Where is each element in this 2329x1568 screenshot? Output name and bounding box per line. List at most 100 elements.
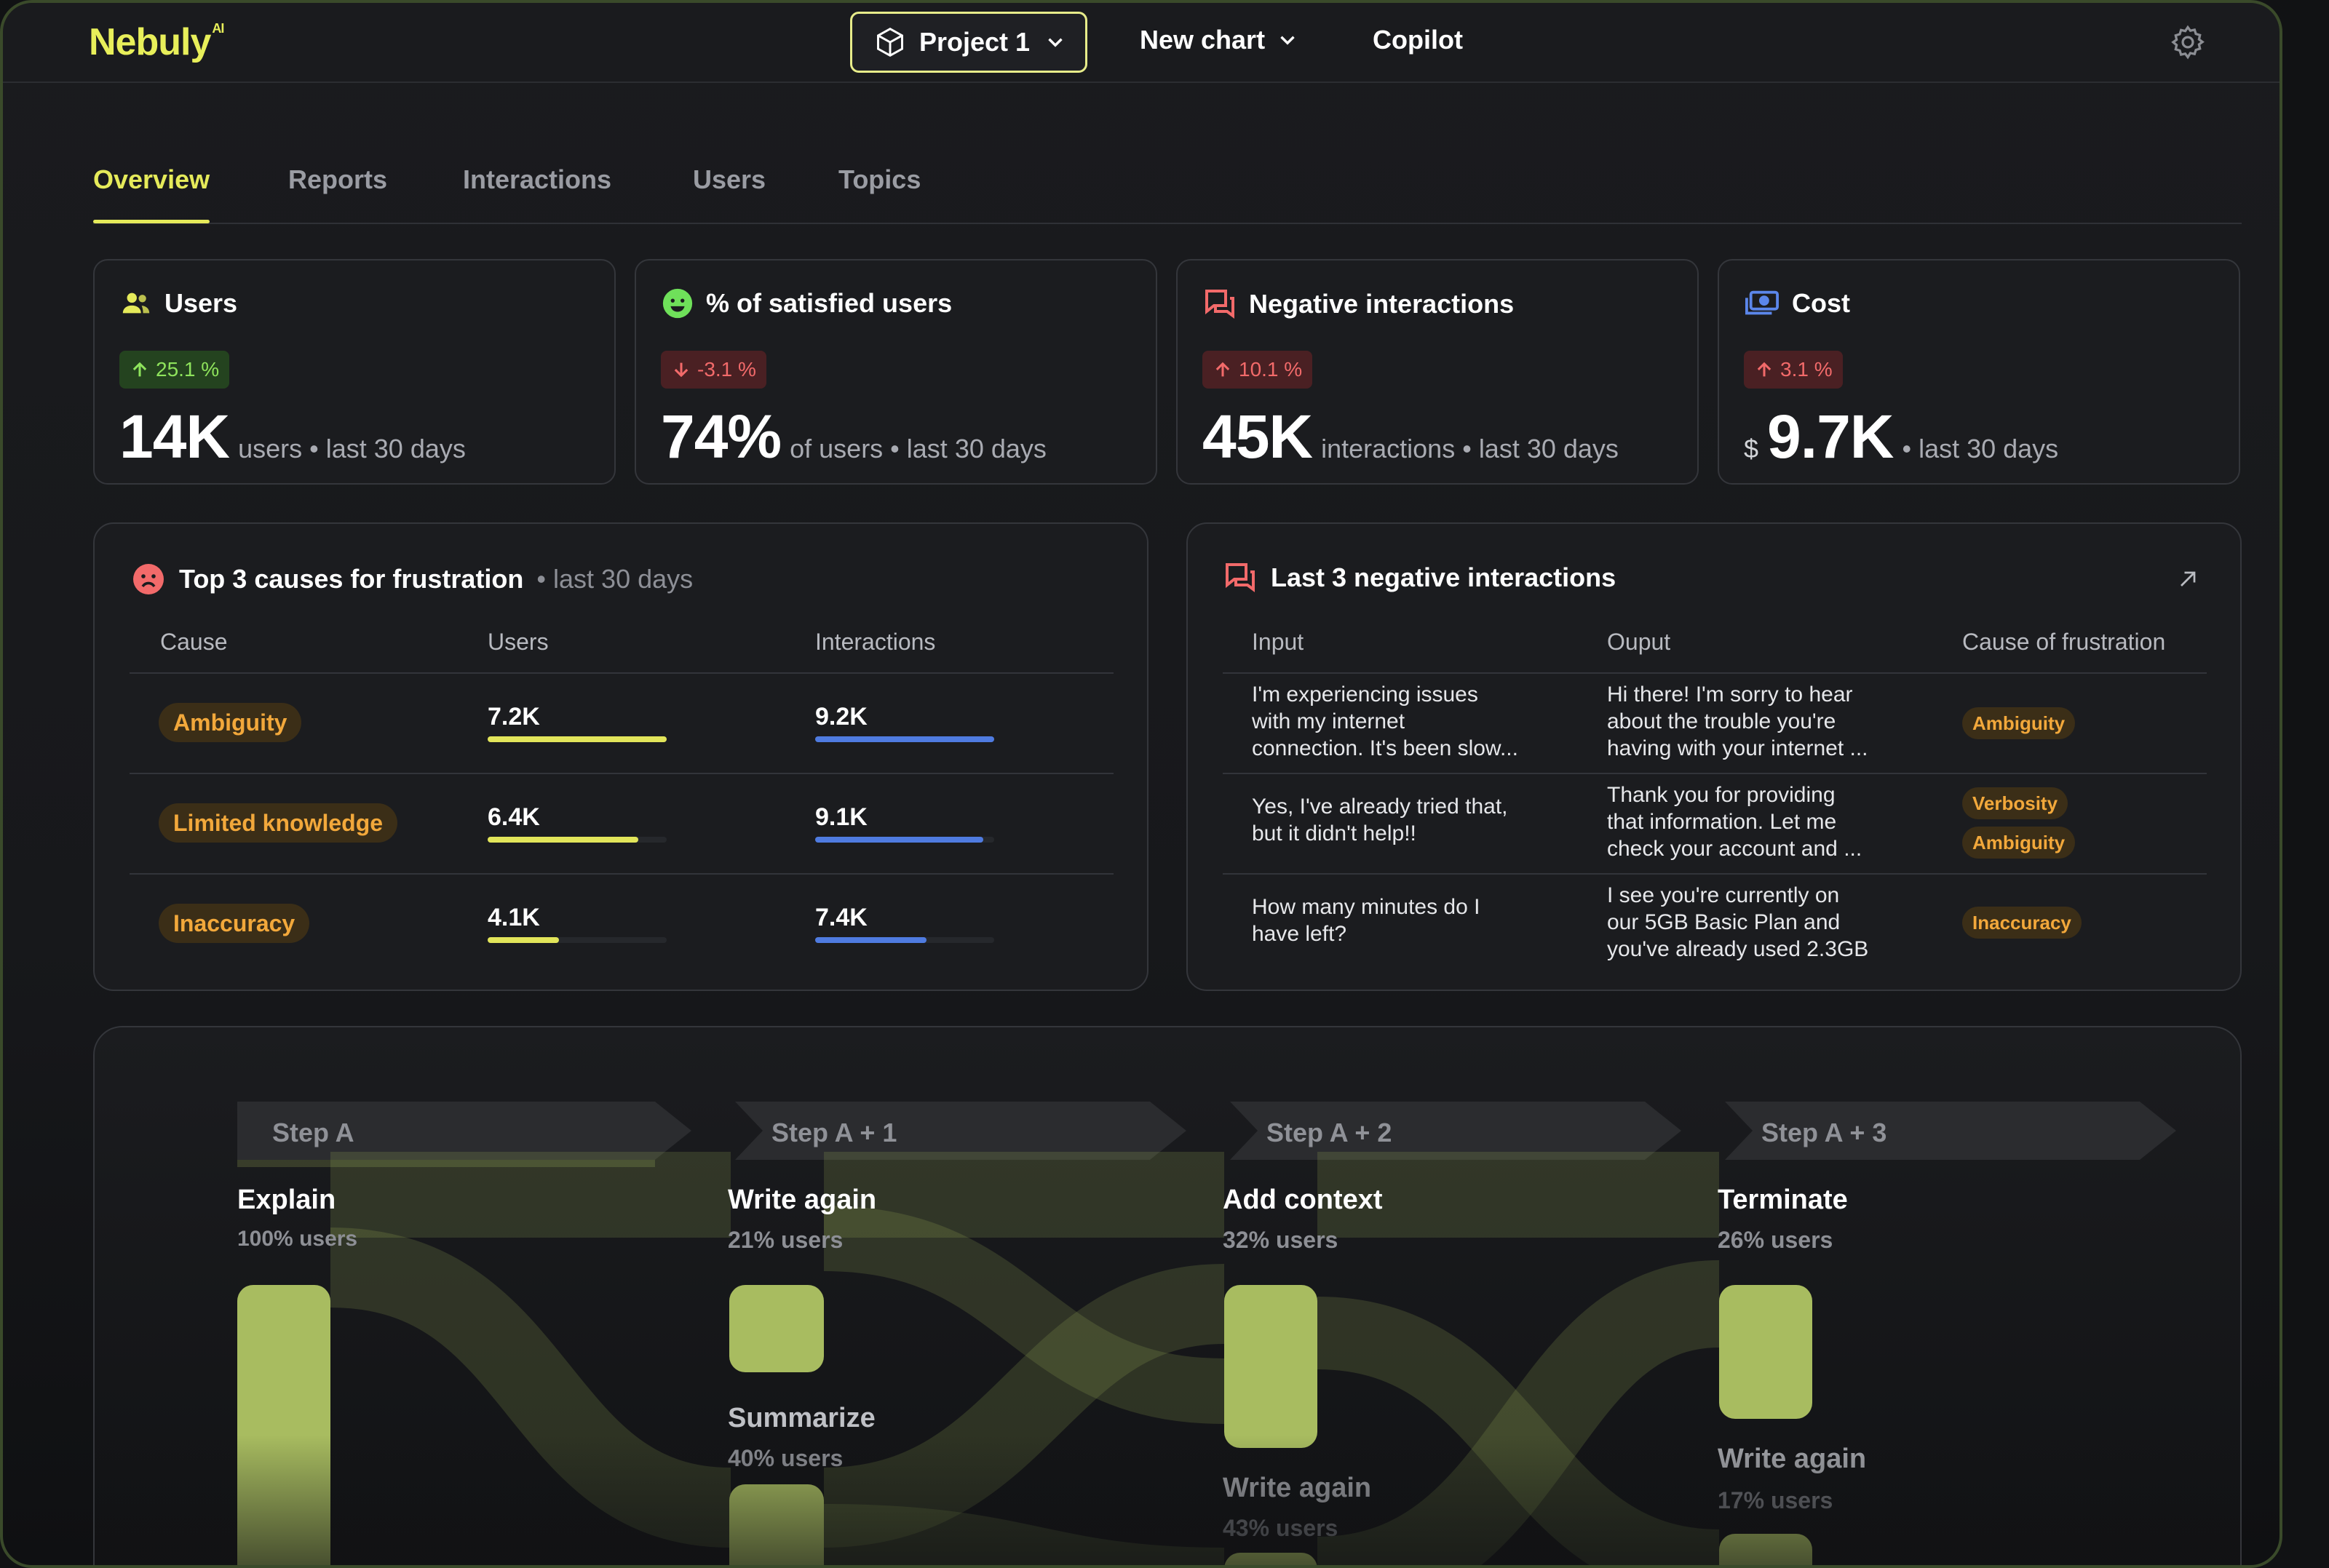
- interactions-bar: [815, 937, 927, 943]
- kpi-title: Cost: [1792, 288, 1850, 318]
- flow-node-summarize[interactable]: [729, 1484, 824, 1565]
- brand-logo[interactable]: Nebuly AI: [89, 20, 224, 63]
- kpi-title: % of satisfied users: [706, 288, 953, 318]
- arrow-up-icon: [132, 362, 147, 377]
- kpi-value: 14K: [119, 402, 230, 471]
- flow-link: [823, 1206, 1225, 1424]
- column-header-output: Ouput: [1607, 629, 1671, 655]
- step-label: Step A: [272, 1118, 354, 1147]
- node-pct: 21% users: [728, 1227, 844, 1253]
- top-bar: Nebuly AI Project 1 New chart Copilot: [3, 3, 2280, 83]
- interaction-input[interactable]: How many minutes do I have left?: [1252, 895, 1480, 946]
- step-label: Step A + 1: [771, 1118, 897, 1147]
- money-icon: [1745, 290, 1779, 315]
- users-bar-track: [488, 937, 667, 943]
- interaction-input[interactable]: I'm experiencing issues with my internet…: [1252, 682, 1518, 760]
- kpi-card-users[interactable]: Users 25.1 % 14K users • last 30 days: [93, 259, 616, 485]
- tab-topics[interactable]: Topics: [838, 164, 921, 194]
- column-header-cause: Cause of frustration: [1962, 629, 2166, 655]
- flow-node-explain[interactable]: [237, 1285, 330, 1565]
- interactions-bar-track: [815, 736, 994, 742]
- divider: [1223, 672, 2207, 674]
- negative-interactions-panel: Last 3 negative interactions Input Ouput…: [1186, 522, 2242, 991]
- interaction-output[interactable]: Thank you for providing that information…: [1607, 783, 1862, 861]
- kpi-suffix: of users • last 30 days: [790, 434, 1047, 463]
- arrow-down-icon: [674, 362, 689, 378]
- panel-subtitle: • last 30 days: [536, 564, 694, 594]
- chat-bubbles-icon: [1226, 563, 1255, 592]
- flow-node-write-again-2[interactable]: [1224, 1553, 1317, 1565]
- flow-node-write-again[interactable]: [729, 1285, 824, 1372]
- column-header-users: Users: [488, 629, 549, 655]
- cause-chip[interactable]: Ambiguity: [1962, 827, 2076, 859]
- divider: [130, 873, 1114, 875]
- delta-badge: -3.1 %: [661, 351, 766, 389]
- new-chart-menu[interactable]: New chart: [1140, 25, 1300, 55]
- node-name: Write again: [1718, 1444, 1867, 1474]
- copilot-link[interactable]: Copilot: [1373, 25, 1463, 55]
- tab-overview[interactable]: Overview: [93, 164, 210, 223]
- kpi-title: Negative interactions: [1249, 289, 1515, 319]
- expand-arrow-icon[interactable]: [2175, 566, 2201, 592]
- step-arrow: [1725, 1102, 2176, 1160]
- cause-chip[interactable]: Verbosity: [1962, 787, 2068, 819]
- chevron-down-icon: [1048, 38, 1063, 47]
- interactions-bar: [815, 837, 984, 843]
- tab-interactions[interactable]: Interactions: [463, 164, 612, 194]
- flow-link: [329, 1227, 732, 1548]
- step-arrow: [1230, 1102, 1681, 1160]
- users-value: 6.4K: [488, 803, 540, 831]
- interaction-input[interactable]: Yes, I've already tried that, but it did…: [1252, 795, 1508, 845]
- node-name: Summarize: [728, 1403, 876, 1433]
- node-pct: 17% users: [1718, 1487, 1833, 1513]
- settings-gear-icon[interactable]: [2169, 23, 2207, 61]
- kpi-card-negative-interactions[interactable]: Negative interactions 10.1 % 45K interac…: [1176, 259, 1699, 485]
- chat-bubbles-icon: [1205, 290, 1234, 319]
- interactions-bar-track: [815, 837, 994, 843]
- delta-badge: 25.1 %: [119, 351, 230, 389]
- tab-users[interactable]: Users: [693, 164, 766, 194]
- users-bar: [488, 937, 560, 943]
- kpi-suffix: • last 30 days: [1902, 434, 2059, 463]
- divider: [130, 672, 1114, 674]
- column-header-interactions: Interactions: [815, 629, 936, 655]
- kpi-suffix: users • last 30 days: [238, 434, 466, 463]
- cause-chip[interactable]: Inaccuracy: [1962, 907, 2082, 939]
- cube-icon: [877, 27, 903, 57]
- kpi-title: Users: [164, 288, 238, 318]
- project-label: Project 1: [919, 27, 1031, 57]
- divider: [130, 773, 1114, 774]
- node-name: Add context: [1223, 1185, 1383, 1215]
- new-chart-label: New chart: [1140, 25, 1266, 55]
- panel-title: Last 3 negative interactions: [1271, 562, 1616, 592]
- kpi-value: 9.7K: [1767, 402, 1894, 471]
- flow-node-terminate[interactable]: [1719, 1285, 1812, 1419]
- flow-node-write-again-3[interactable]: [1719, 1534, 1812, 1565]
- cause-chip[interactable]: Ambiguity: [1962, 707, 2076, 739]
- flow-links: [237, 1102, 2176, 1565]
- node-pct: 26% users: [1718, 1227, 1833, 1253]
- divider: [1223, 873, 2207, 875]
- cause-chip[interactable]: Inaccuracy: [159, 904, 310, 943]
- interactions-bar: [815, 736, 994, 742]
- cause-chip[interactable]: Ambiguity: [159, 703, 302, 742]
- interactions-value: 9.2K: [815, 703, 868, 731]
- node-pct: 43% users: [1223, 1515, 1338, 1541]
- node-pct: 40% users: [728, 1445, 844, 1471]
- panel-title: Top 3 causes for frustration: [179, 564, 524, 594]
- step-label: Step A + 2: [1266, 1118, 1392, 1147]
- kpi-card-satisfied-users[interactable]: % of satisfied users -3.1 % 74% of users…: [635, 259, 1157, 485]
- cause-chip[interactable]: Limited knowledge: [159, 803, 398, 843]
- chevron-down-icon: [1280, 36, 1295, 45]
- interaction-output[interactable]: I see you're currently on our 5GB Basic …: [1607, 883, 1869, 961]
- frustration-panel: Top 3 causes for frustration • last 30 d…: [93, 522, 1148, 991]
- project-selector[interactable]: Project 1: [850, 12, 1087, 73]
- tab-reports[interactable]: Reports: [288, 164, 388, 194]
- kpi-suffix: interactions • last 30 days: [1321, 434, 1619, 463]
- flow-node-add-context[interactable]: [1224, 1285, 1317, 1448]
- interaction-output[interactable]: Hi there! I'm sorry to hear about the tr…: [1607, 682, 1868, 760]
- step-arrow: [735, 1102, 1186, 1160]
- arrow-up-icon: [1215, 362, 1230, 377]
- kpi-card-cost[interactable]: Cost 3.1 % $ 9.7K • last 30 days: [1718, 259, 2240, 485]
- delta-badge: 3.1 %: [1744, 351, 1843, 389]
